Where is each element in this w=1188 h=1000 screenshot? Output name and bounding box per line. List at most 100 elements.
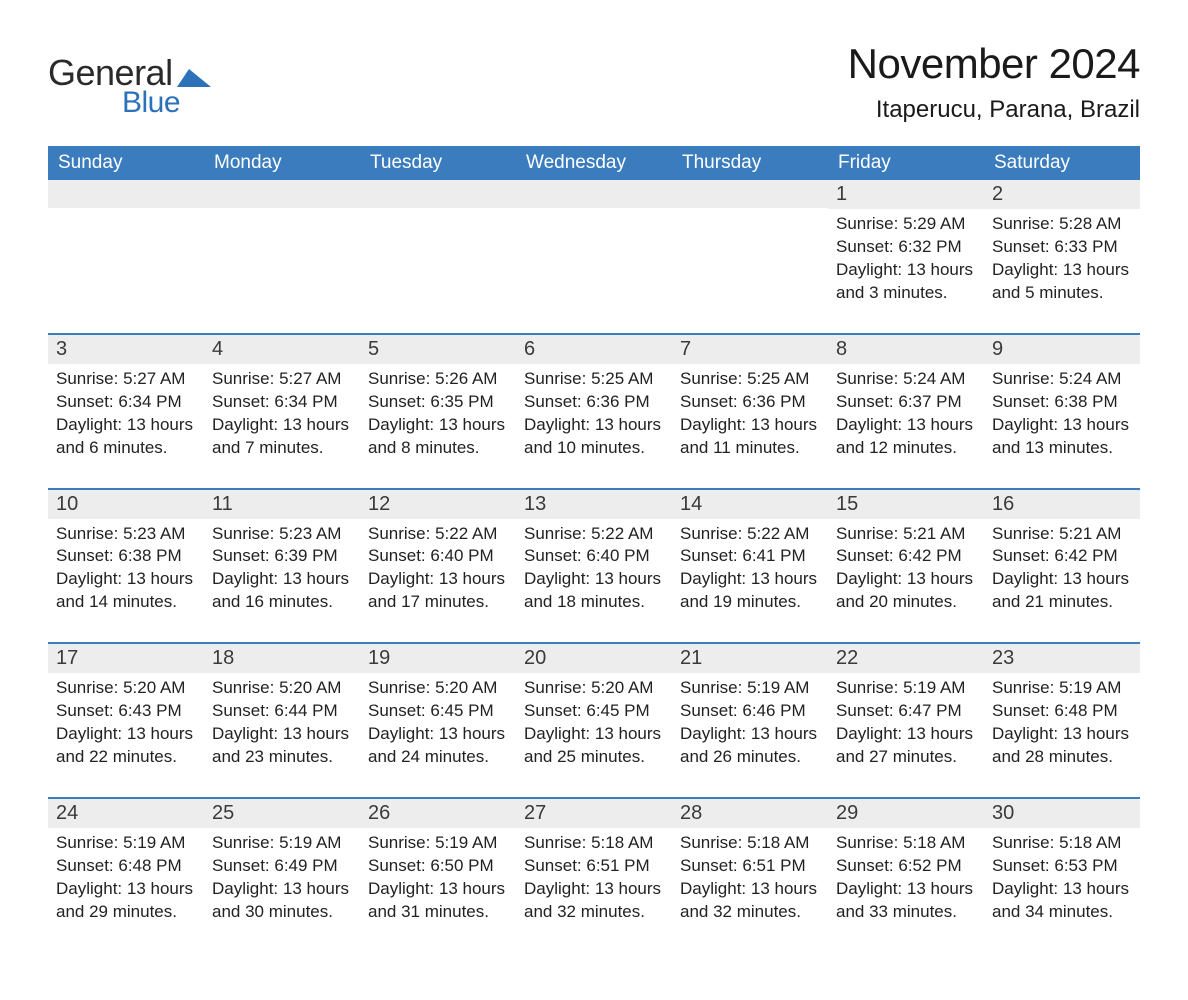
day-cell: 14Sunrise: 5:22 AMSunset: 6:41 PMDayligh…	[672, 489, 828, 644]
day-cell: 2Sunrise: 5:28 AMSunset: 6:33 PMDaylight…	[984, 180, 1140, 334]
daylight-text: Daylight: 13 hours and 30 minutes.	[212, 878, 352, 924]
sunrise-text: Sunrise: 5:20 AM	[212, 677, 352, 700]
sunset-text: Sunset: 6:34 PM	[56, 391, 196, 414]
sunrise-text: Sunrise: 5:18 AM	[992, 832, 1132, 855]
day-data: Sunrise: 5:19 AMSunset: 6:46 PMDaylight:…	[672, 673, 828, 797]
day-cell	[360, 180, 516, 334]
sunrise-text: Sunrise: 5:21 AM	[992, 523, 1132, 546]
day-number: 6	[516, 335, 672, 364]
day-data: Sunrise: 5:23 AMSunset: 6:39 PMDaylight:…	[204, 519, 360, 643]
sunrise-text: Sunrise: 5:22 AM	[680, 523, 820, 546]
sunrise-text: Sunrise: 5:18 AM	[836, 832, 976, 855]
day-data: Sunrise: 5:27 AMSunset: 6:34 PMDaylight:…	[204, 364, 360, 488]
daylight-text: Daylight: 13 hours and 14 minutes.	[56, 568, 196, 614]
day-number: 26	[360, 799, 516, 828]
sunset-text: Sunset: 6:49 PM	[212, 855, 352, 878]
day-number: 29	[828, 799, 984, 828]
day-number: 7	[672, 335, 828, 364]
day-cell	[672, 180, 828, 334]
sunset-text: Sunset: 6:45 PM	[524, 700, 664, 723]
daylight-text: Daylight: 13 hours and 21 minutes.	[992, 568, 1132, 614]
sunrise-text: Sunrise: 5:19 AM	[368, 832, 508, 855]
calendar-page: General Blue November 2024 Itaperucu, Pa…	[0, 0, 1188, 1000]
flag-icon	[177, 65, 213, 87]
sunset-text: Sunset: 6:36 PM	[524, 391, 664, 414]
sunrise-text: Sunrise: 5:21 AM	[836, 523, 976, 546]
sunrise-text: Sunrise: 5:20 AM	[56, 677, 196, 700]
day-cell: 16Sunrise: 5:21 AMSunset: 6:42 PMDayligh…	[984, 489, 1140, 644]
day-data: Sunrise: 5:26 AMSunset: 6:35 PMDaylight:…	[360, 364, 516, 488]
sunrise-text: Sunrise: 5:25 AM	[524, 368, 664, 391]
sunrise-text: Sunrise: 5:24 AM	[836, 368, 976, 391]
sunrise-text: Sunrise: 5:19 AM	[212, 832, 352, 855]
day-data: Sunrise: 5:22 AMSunset: 6:40 PMDaylight:…	[516, 519, 672, 643]
day-cell: 20Sunrise: 5:20 AMSunset: 6:45 PMDayligh…	[516, 643, 672, 798]
day-number	[516, 180, 672, 208]
day-data: Sunrise: 5:23 AMSunset: 6:38 PMDaylight:…	[48, 519, 204, 643]
daylight-text: Daylight: 13 hours and 27 minutes.	[836, 723, 976, 769]
daylight-text: Daylight: 13 hours and 22 minutes.	[56, 723, 196, 769]
day-data	[204, 208, 360, 308]
dow-wednesday: Wednesday	[516, 146, 672, 180]
day-data: Sunrise: 5:19 AMSunset: 6:49 PMDaylight:…	[204, 828, 360, 952]
daylight-text: Daylight: 13 hours and 17 minutes.	[368, 568, 508, 614]
week-row: 10Sunrise: 5:23 AMSunset: 6:38 PMDayligh…	[48, 489, 1140, 644]
day-cell	[48, 180, 204, 334]
day-data: Sunrise: 5:18 AMSunset: 6:51 PMDaylight:…	[516, 828, 672, 952]
day-data: Sunrise: 5:25 AMSunset: 6:36 PMDaylight:…	[516, 364, 672, 488]
day-number: 16	[984, 490, 1140, 519]
daylight-text: Daylight: 13 hours and 5 minutes.	[992, 259, 1132, 305]
day-data: Sunrise: 5:25 AMSunset: 6:36 PMDaylight:…	[672, 364, 828, 488]
page-header: General Blue November 2024 Itaperucu, Pa…	[48, 40, 1140, 128]
day-number: 15	[828, 490, 984, 519]
daylight-text: Daylight: 13 hours and 10 minutes.	[524, 414, 664, 460]
day-data: Sunrise: 5:19 AMSunset: 6:48 PMDaylight:…	[48, 828, 204, 952]
sunrise-text: Sunrise: 5:19 AM	[680, 677, 820, 700]
sunrise-text: Sunrise: 5:26 AM	[368, 368, 508, 391]
dow-tuesday: Tuesday	[360, 146, 516, 180]
day-data: Sunrise: 5:20 AMSunset: 6:45 PMDaylight:…	[516, 673, 672, 797]
day-cell: 15Sunrise: 5:21 AMSunset: 6:42 PMDayligh…	[828, 489, 984, 644]
day-number: 30	[984, 799, 1140, 828]
day-data	[516, 208, 672, 308]
sunrise-text: Sunrise: 5:24 AM	[992, 368, 1132, 391]
sunset-text: Sunset: 6:47 PM	[836, 700, 976, 723]
day-cell: 22Sunrise: 5:19 AMSunset: 6:47 PMDayligh…	[828, 643, 984, 798]
day-number: 20	[516, 644, 672, 673]
sunset-text: Sunset: 6:33 PM	[992, 236, 1132, 259]
brand-text-sub: Blue	[122, 86, 213, 120]
day-data: Sunrise: 5:18 AMSunset: 6:53 PMDaylight:…	[984, 828, 1140, 952]
day-data: Sunrise: 5:20 AMSunset: 6:45 PMDaylight:…	[360, 673, 516, 797]
sunset-text: Sunset: 6:43 PM	[56, 700, 196, 723]
day-number	[204, 180, 360, 208]
week-row: 1Sunrise: 5:29 AMSunset: 6:32 PMDaylight…	[48, 180, 1140, 334]
day-data	[48, 208, 204, 308]
day-cell: 8Sunrise: 5:24 AMSunset: 6:37 PMDaylight…	[828, 334, 984, 489]
title-block: November 2024 Itaperucu, Parana, Brazil	[848, 40, 1140, 128]
daylight-text: Daylight: 13 hours and 12 minutes.	[836, 414, 976, 460]
sunrise-text: Sunrise: 5:19 AM	[836, 677, 976, 700]
daylight-text: Daylight: 13 hours and 25 minutes.	[524, 723, 664, 769]
day-number: 5	[360, 335, 516, 364]
dow-sunday: Sunday	[48, 146, 204, 180]
sunset-text: Sunset: 6:51 PM	[680, 855, 820, 878]
day-cell	[204, 180, 360, 334]
day-cell: 29Sunrise: 5:18 AMSunset: 6:52 PMDayligh…	[828, 798, 984, 952]
sunset-text: Sunset: 6:52 PM	[836, 855, 976, 878]
day-data: Sunrise: 5:19 AMSunset: 6:50 PMDaylight:…	[360, 828, 516, 952]
day-number: 17	[48, 644, 204, 673]
dow-thursday: Thursday	[672, 146, 828, 180]
day-number: 2	[984, 180, 1140, 209]
dow-row: Sunday Monday Tuesday Wednesday Thursday…	[48, 146, 1140, 180]
daylight-text: Daylight: 13 hours and 19 minutes.	[680, 568, 820, 614]
sunset-text: Sunset: 6:42 PM	[836, 545, 976, 568]
day-cell	[516, 180, 672, 334]
day-cell: 21Sunrise: 5:19 AMSunset: 6:46 PMDayligh…	[672, 643, 828, 798]
day-number: 8	[828, 335, 984, 364]
daylight-text: Daylight: 13 hours and 18 minutes.	[524, 568, 664, 614]
day-data: Sunrise: 5:29 AMSunset: 6:32 PMDaylight:…	[828, 209, 984, 333]
daylight-text: Daylight: 13 hours and 31 minutes.	[368, 878, 508, 924]
day-data: Sunrise: 5:21 AMSunset: 6:42 PMDaylight:…	[984, 519, 1140, 643]
day-number	[672, 180, 828, 208]
sunset-text: Sunset: 6:40 PM	[524, 545, 664, 568]
